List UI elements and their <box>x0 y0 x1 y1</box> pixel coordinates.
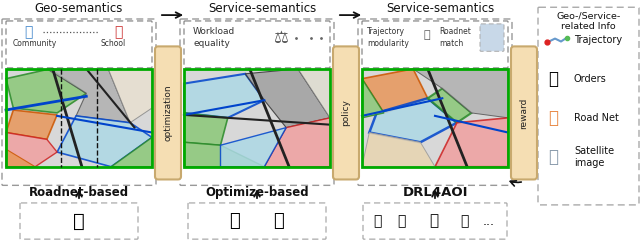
Polygon shape <box>6 69 86 113</box>
Text: reward: reward <box>520 97 529 129</box>
Polygon shape <box>245 69 330 128</box>
Polygon shape <box>369 98 457 142</box>
Text: optimization: optimization <box>163 85 173 141</box>
Text: ⚖: ⚖ <box>273 29 289 46</box>
Bar <box>184 69 330 167</box>
Polygon shape <box>111 138 152 167</box>
FancyBboxPatch shape <box>188 203 326 239</box>
Polygon shape <box>298 69 330 118</box>
Text: ...: ... <box>483 215 495 228</box>
Text: School: School <box>100 39 125 48</box>
Text: 🛰: 🛰 <box>460 214 468 228</box>
Text: 🚲: 🚲 <box>424 30 430 40</box>
Polygon shape <box>221 128 286 167</box>
Text: 🛰: 🛰 <box>548 148 558 166</box>
Bar <box>362 69 508 167</box>
FancyBboxPatch shape <box>2 19 156 185</box>
Text: modularity: modularity <box>367 39 409 48</box>
Text: 📍: 📍 <box>397 214 405 228</box>
Bar <box>6 69 152 167</box>
Polygon shape <box>428 89 472 123</box>
Bar <box>362 69 508 167</box>
Bar <box>6 69 152 167</box>
FancyBboxPatch shape <box>184 21 330 68</box>
FancyBboxPatch shape <box>20 203 138 239</box>
Polygon shape <box>184 74 264 118</box>
FancyBboxPatch shape <box>333 46 359 180</box>
Text: Satellite
image: Satellite image <box>574 146 614 168</box>
FancyBboxPatch shape <box>358 19 512 185</box>
FancyBboxPatch shape <box>362 21 508 68</box>
Text: DRL4AOI: DRL4AOI <box>403 186 468 199</box>
Polygon shape <box>362 133 435 167</box>
Text: 🎓: 🎓 <box>114 25 122 39</box>
Text: Service-semantics: Service-semantics <box>208 2 316 15</box>
Polygon shape <box>362 69 428 113</box>
Polygon shape <box>57 116 152 167</box>
FancyBboxPatch shape <box>180 19 334 185</box>
Text: 📦: 📦 <box>548 70 558 88</box>
Text: Service-semantics: Service-semantics <box>386 2 494 15</box>
Polygon shape <box>184 113 228 145</box>
Polygon shape <box>47 69 130 123</box>
Text: Geo-/Service-
related Info: Geo-/Service- related Info <box>556 11 621 31</box>
Polygon shape <box>362 79 384 118</box>
Polygon shape <box>6 133 57 167</box>
Text: equality: equality <box>193 39 230 48</box>
FancyBboxPatch shape <box>155 46 181 180</box>
Polygon shape <box>413 69 508 118</box>
Polygon shape <box>6 110 57 139</box>
FancyBboxPatch shape <box>538 7 639 205</box>
Text: Roadnet: Roadnet <box>439 27 471 36</box>
Polygon shape <box>184 142 264 167</box>
Text: 🗼: 🗼 <box>274 212 284 230</box>
Text: Community: Community <box>13 39 57 48</box>
Bar <box>184 69 330 167</box>
FancyBboxPatch shape <box>363 203 507 239</box>
Text: 🏢: 🏢 <box>24 25 32 39</box>
Text: policy: policy <box>342 99 351 126</box>
Polygon shape <box>108 69 152 123</box>
Text: match: match <box>439 39 463 48</box>
Text: Workload: Workload <box>193 27 236 36</box>
Text: 🗼: 🗼 <box>548 109 558 127</box>
Text: 📦: 📦 <box>230 212 241 230</box>
FancyBboxPatch shape <box>480 24 504 51</box>
Text: Geo-semantics: Geo-semantics <box>35 2 123 15</box>
Polygon shape <box>435 118 508 167</box>
Text: Trajectory: Trajectory <box>367 27 405 36</box>
Polygon shape <box>6 149 35 167</box>
Text: Optimize-based: Optimize-based <box>205 186 309 199</box>
FancyBboxPatch shape <box>511 46 537 180</box>
Text: 📦: 📦 <box>429 214 438 229</box>
Text: 🗼: 🗼 <box>73 212 85 231</box>
FancyBboxPatch shape <box>6 21 152 68</box>
Polygon shape <box>264 118 330 167</box>
Text: Trajectory: Trajectory <box>574 34 622 45</box>
Text: Road Net: Road Net <box>574 113 619 123</box>
Text: 🗼: 🗼 <box>373 214 381 228</box>
Text: Orders: Orders <box>574 74 607 84</box>
Text: Roadnet-based: Roadnet-based <box>29 186 129 199</box>
